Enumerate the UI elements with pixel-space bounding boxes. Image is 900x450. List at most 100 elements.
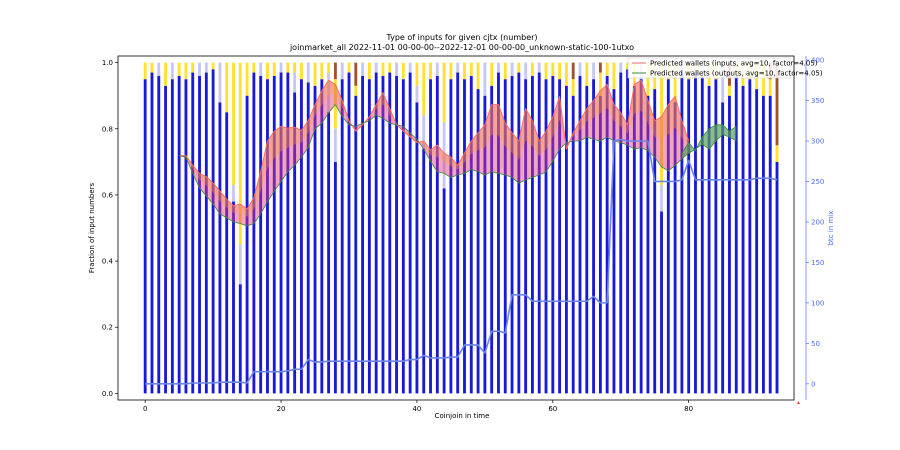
bar-segment (170, 79, 174, 394)
bar-segment (762, 95, 765, 394)
bar-segment (347, 72, 351, 394)
bar-segment (442, 122, 446, 189)
bar-segment (184, 62, 188, 80)
bar-segment (422, 62, 426, 116)
bar-segment (232, 185, 235, 202)
bar-segment (300, 62, 303, 80)
x-tick-label: 60 (548, 405, 557, 413)
bar-segment (429, 62, 432, 80)
bar-segment (340, 62, 344, 80)
bar-segment (700, 75, 704, 394)
bar-segment (164, 85, 167, 394)
bar-segment (592, 79, 596, 394)
inputs-fill (179, 80, 689, 226)
bar-segment (503, 79, 507, 394)
bar-segment (653, 89, 657, 394)
bar-segment (592, 62, 596, 80)
x-tick-label: 40 (412, 405, 421, 413)
bar-segment (367, 62, 371, 80)
bar-segment (327, 62, 331, 73)
bar-segment (320, 62, 324, 80)
legend-label-outputs: Predicted wallets (outputs, avg=10, fact… (650, 70, 823, 78)
corner-marker: ▴ (797, 399, 800, 406)
bar-segment (170, 62, 174, 80)
bar-segment (225, 62, 229, 113)
bar-segment (605, 75, 609, 394)
bar-segment (184, 79, 188, 394)
bar-segment (238, 284, 242, 394)
bar-segment (415, 102, 419, 394)
y-tick-label: 0.6 (102, 191, 114, 199)
bar-segment (551, 62, 555, 76)
bar-segment (531, 75, 534, 394)
x-tick-label: 20 (277, 405, 286, 413)
bar-segment (354, 85, 358, 96)
bar-segment (354, 62, 358, 86)
bar-segment (320, 79, 324, 394)
bar-segment (544, 62, 548, 80)
bar-segment (510, 62, 514, 76)
y-tick-label: 0.2 (102, 324, 113, 332)
bar-segment (204, 72, 208, 394)
bar-segment (218, 62, 222, 103)
y-tick-label: 0.0 (102, 390, 113, 398)
bar-segment (198, 62, 201, 76)
chart-subtitle: joinmarket_all 2022-11-01 00-00-00--2022… (289, 43, 634, 52)
bar-segment (191, 62, 195, 73)
bar-segment (435, 62, 439, 76)
bar-segment (401, 62, 405, 80)
bar-segment (687, 79, 691, 394)
legend: Predicted wallets (inputs, avg=10, facto… (627, 57, 823, 79)
bar-segment (279, 62, 283, 73)
bar-segment (605, 62, 609, 76)
bar-segment (300, 79, 303, 394)
bar-segment (762, 62, 765, 96)
bar-segment (333, 128, 337, 162)
y-axis-left: 0.0 0.2 0.4 0.6 0.8 1.0 (102, 59, 118, 398)
bar-segment (598, 62, 602, 73)
bar-segment (435, 75, 439, 394)
y2-tick-label: 50 (811, 340, 820, 348)
bar-segment (238, 244, 242, 285)
bar-segment (211, 62, 215, 70)
chart-title: Type of inputs for given cjtx (number) (385, 33, 537, 42)
outputs-upper-line (681, 124, 737, 154)
bar-segment (598, 95, 602, 394)
bar-segment (626, 62, 629, 70)
bar-segment (333, 79, 337, 129)
bar-segment (361, 62, 365, 76)
bar-segment (680, 72, 684, 394)
bar-segment (510, 75, 514, 394)
bar-segment (333, 62, 337, 80)
bar-segment (524, 79, 528, 394)
y2-tick-label: 150 (811, 259, 824, 267)
bar-segment (422, 115, 426, 149)
bar-segment (456, 72, 460, 394)
bar-segment (564, 62, 568, 86)
bar-segment (673, 62, 677, 103)
y-tick-label: 0.8 (102, 125, 113, 133)
bar-segment (531, 62, 534, 76)
bar-segment (286, 72, 290, 394)
y-tick-label: 0.4 (102, 258, 114, 266)
x-axis: 0 20 40 60 80 (143, 400, 693, 413)
bar-segment (395, 62, 398, 76)
y-tick-label: 1.0 (102, 59, 113, 67)
bar-segment (694, 72, 697, 394)
bar-segment (204, 62, 208, 73)
y2-tick-label: 350 (811, 97, 824, 105)
bar-segment (388, 72, 392, 394)
bar-segment (728, 95, 731, 394)
bar-segment (775, 145, 779, 162)
bar-segment (775, 62, 779, 146)
bar-segment (578, 75, 582, 394)
plot-frame (117, 55, 795, 401)
bar-segment (218, 102, 222, 394)
bar-segment (714, 79, 718, 394)
bar-segment (286, 62, 290, 73)
bar-segment (612, 62, 616, 90)
bar-segment (415, 62, 419, 86)
bar-segment (143, 79, 147, 394)
bar-segment (598, 72, 602, 96)
bar-segment (429, 79, 432, 394)
